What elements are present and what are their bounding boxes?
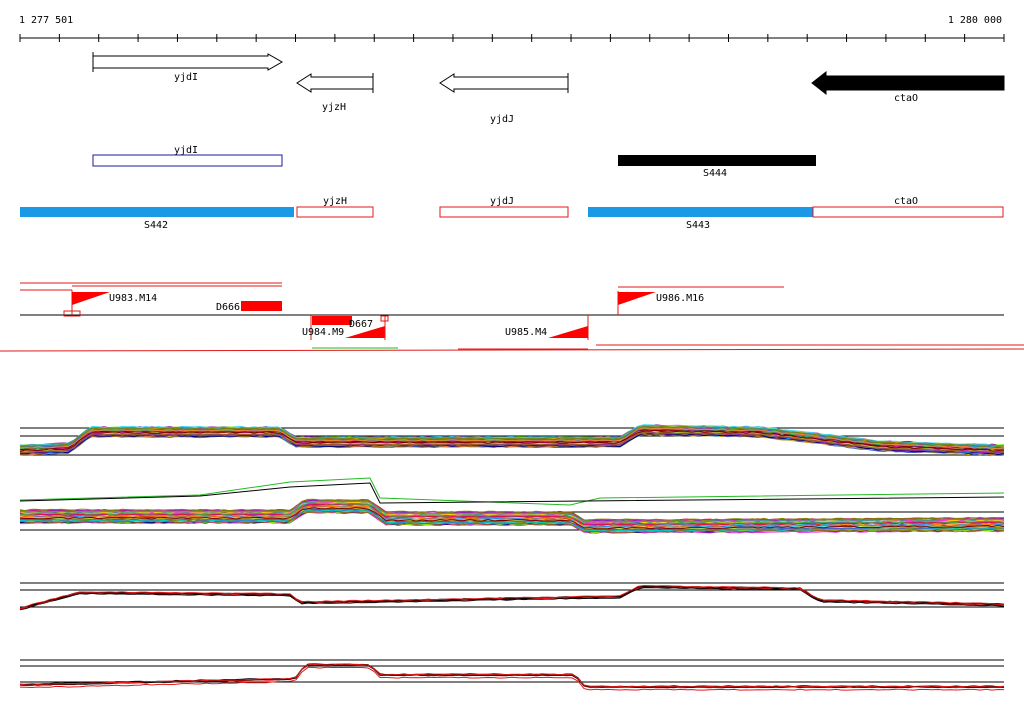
annotation-label: yjdI: [174, 145, 198, 156]
annotation-label: yjdJ: [490, 196, 514, 207]
expression-profile-line: [19, 510, 1005, 533]
expression-profile-line: [19, 429, 1005, 452]
expression-profile-line: [19, 431, 1005, 454]
ruler-ticks: [19, 34, 1005, 42]
feature-U984-M9[interactable]: U984.M9: [302, 315, 385, 340]
expression-profile-line: [19, 425, 1005, 448]
feature-label: U984.M9: [302, 327, 344, 338]
gene-label: yjzH: [322, 102, 346, 113]
expression-profile-line: [19, 482, 1005, 504]
expression-profile-line: [19, 507, 1005, 530]
feature-U985-M4[interactable]: U985.M4: [505, 315, 589, 340]
feature-label: D666: [216, 302, 240, 313]
feature-label: U985.M4: [505, 327, 547, 338]
annotation-box-yjdI[interactable]: [92, 154, 283, 167]
feature-track: U983.M14 D666 U984.M9 D667 U985.M4 U986.…: [0, 282, 1024, 352]
gene-label: ctaO: [894, 93, 918, 104]
gene-arrow-yjdJ[interactable]: [439, 73, 569, 93]
expression-profile-line: [19, 500, 1005, 523]
annotation-label: S443: [686, 220, 710, 231]
annotation-label: yjzH: [323, 196, 347, 207]
expression-profile-line: [20, 427, 1005, 450]
feature-U983-M14[interactable]: U983.M14: [63, 290, 157, 317]
gene-arrow-yjdI[interactable]: [92, 53, 284, 71]
expression-panel-3: [19, 582, 1005, 611]
annotation-label: ctaO: [894, 196, 918, 207]
coordinate-ruler: 1 277 501 1 280 000: [19, 15, 1005, 42]
ruler-start-label: 1 277 501: [19, 15, 73, 26]
annotation-box-S444[interactable]: [618, 155, 816, 166]
feature-D667[interactable]: D667: [349, 315, 389, 340]
annotation-label: S444: [703, 168, 727, 179]
feature-label: U986.M16: [656, 293, 704, 304]
gene-label: yjdJ: [490, 114, 514, 125]
annotation-row-1: yjdI S444: [92, 145, 816, 179]
expression-profile-line: [19, 477, 1005, 506]
annotation-box-ctaO[interactable]: [812, 206, 1004, 218]
gene-track: yjdI yjzH yjdJ ctaO: [92, 52, 1005, 125]
expression-panel-4: [19, 659, 1005, 691]
expression-profile-line: [19, 498, 1004, 521]
gene-label: yjdI: [174, 72, 198, 83]
annotation-box-yjdJ[interactable]: [439, 206, 569, 218]
expression-panel-2: [19, 477, 1005, 534]
expression-profile-line: [19, 664, 1005, 689]
annotation-bar-S442[interactable]: [20, 207, 294, 217]
feature-label: U983.M14: [109, 293, 157, 304]
gene-arrow-yjzH[interactable]: [296, 73, 374, 93]
annotation-box-yjzH[interactable]: [296, 206, 374, 218]
annotation-label: S442: [144, 220, 168, 231]
ruler-end-label: 1 280 000: [948, 15, 1002, 26]
feature-U986-M16[interactable]: U986.M16: [617, 291, 704, 315]
gene-arrow-ctaO[interactable]: [811, 70, 1005, 96]
annotation-bar-S443[interactable]: [588, 207, 813, 217]
expression-panel-1: [19, 424, 1005, 456]
expression-profile-line: [19, 426, 1004, 449]
feature-D666[interactable]: D666: [216, 301, 282, 313]
feature-label: D667: [349, 319, 373, 330]
expression-profile-line: [20, 511, 1005, 534]
expression-profile-line: [19, 663, 1005, 688]
expression-profile-line: [19, 502, 1005, 525]
expression-profile-line: [19, 584, 1004, 609]
annotation-row-2: S442 yjzH yjdJ S443 ctaO: [20, 196, 1004, 231]
expression-profile-line: [19, 587, 1005, 611]
expression-profile-line: [19, 666, 1005, 691]
expression-profile-line: [19, 585, 1005, 609]
